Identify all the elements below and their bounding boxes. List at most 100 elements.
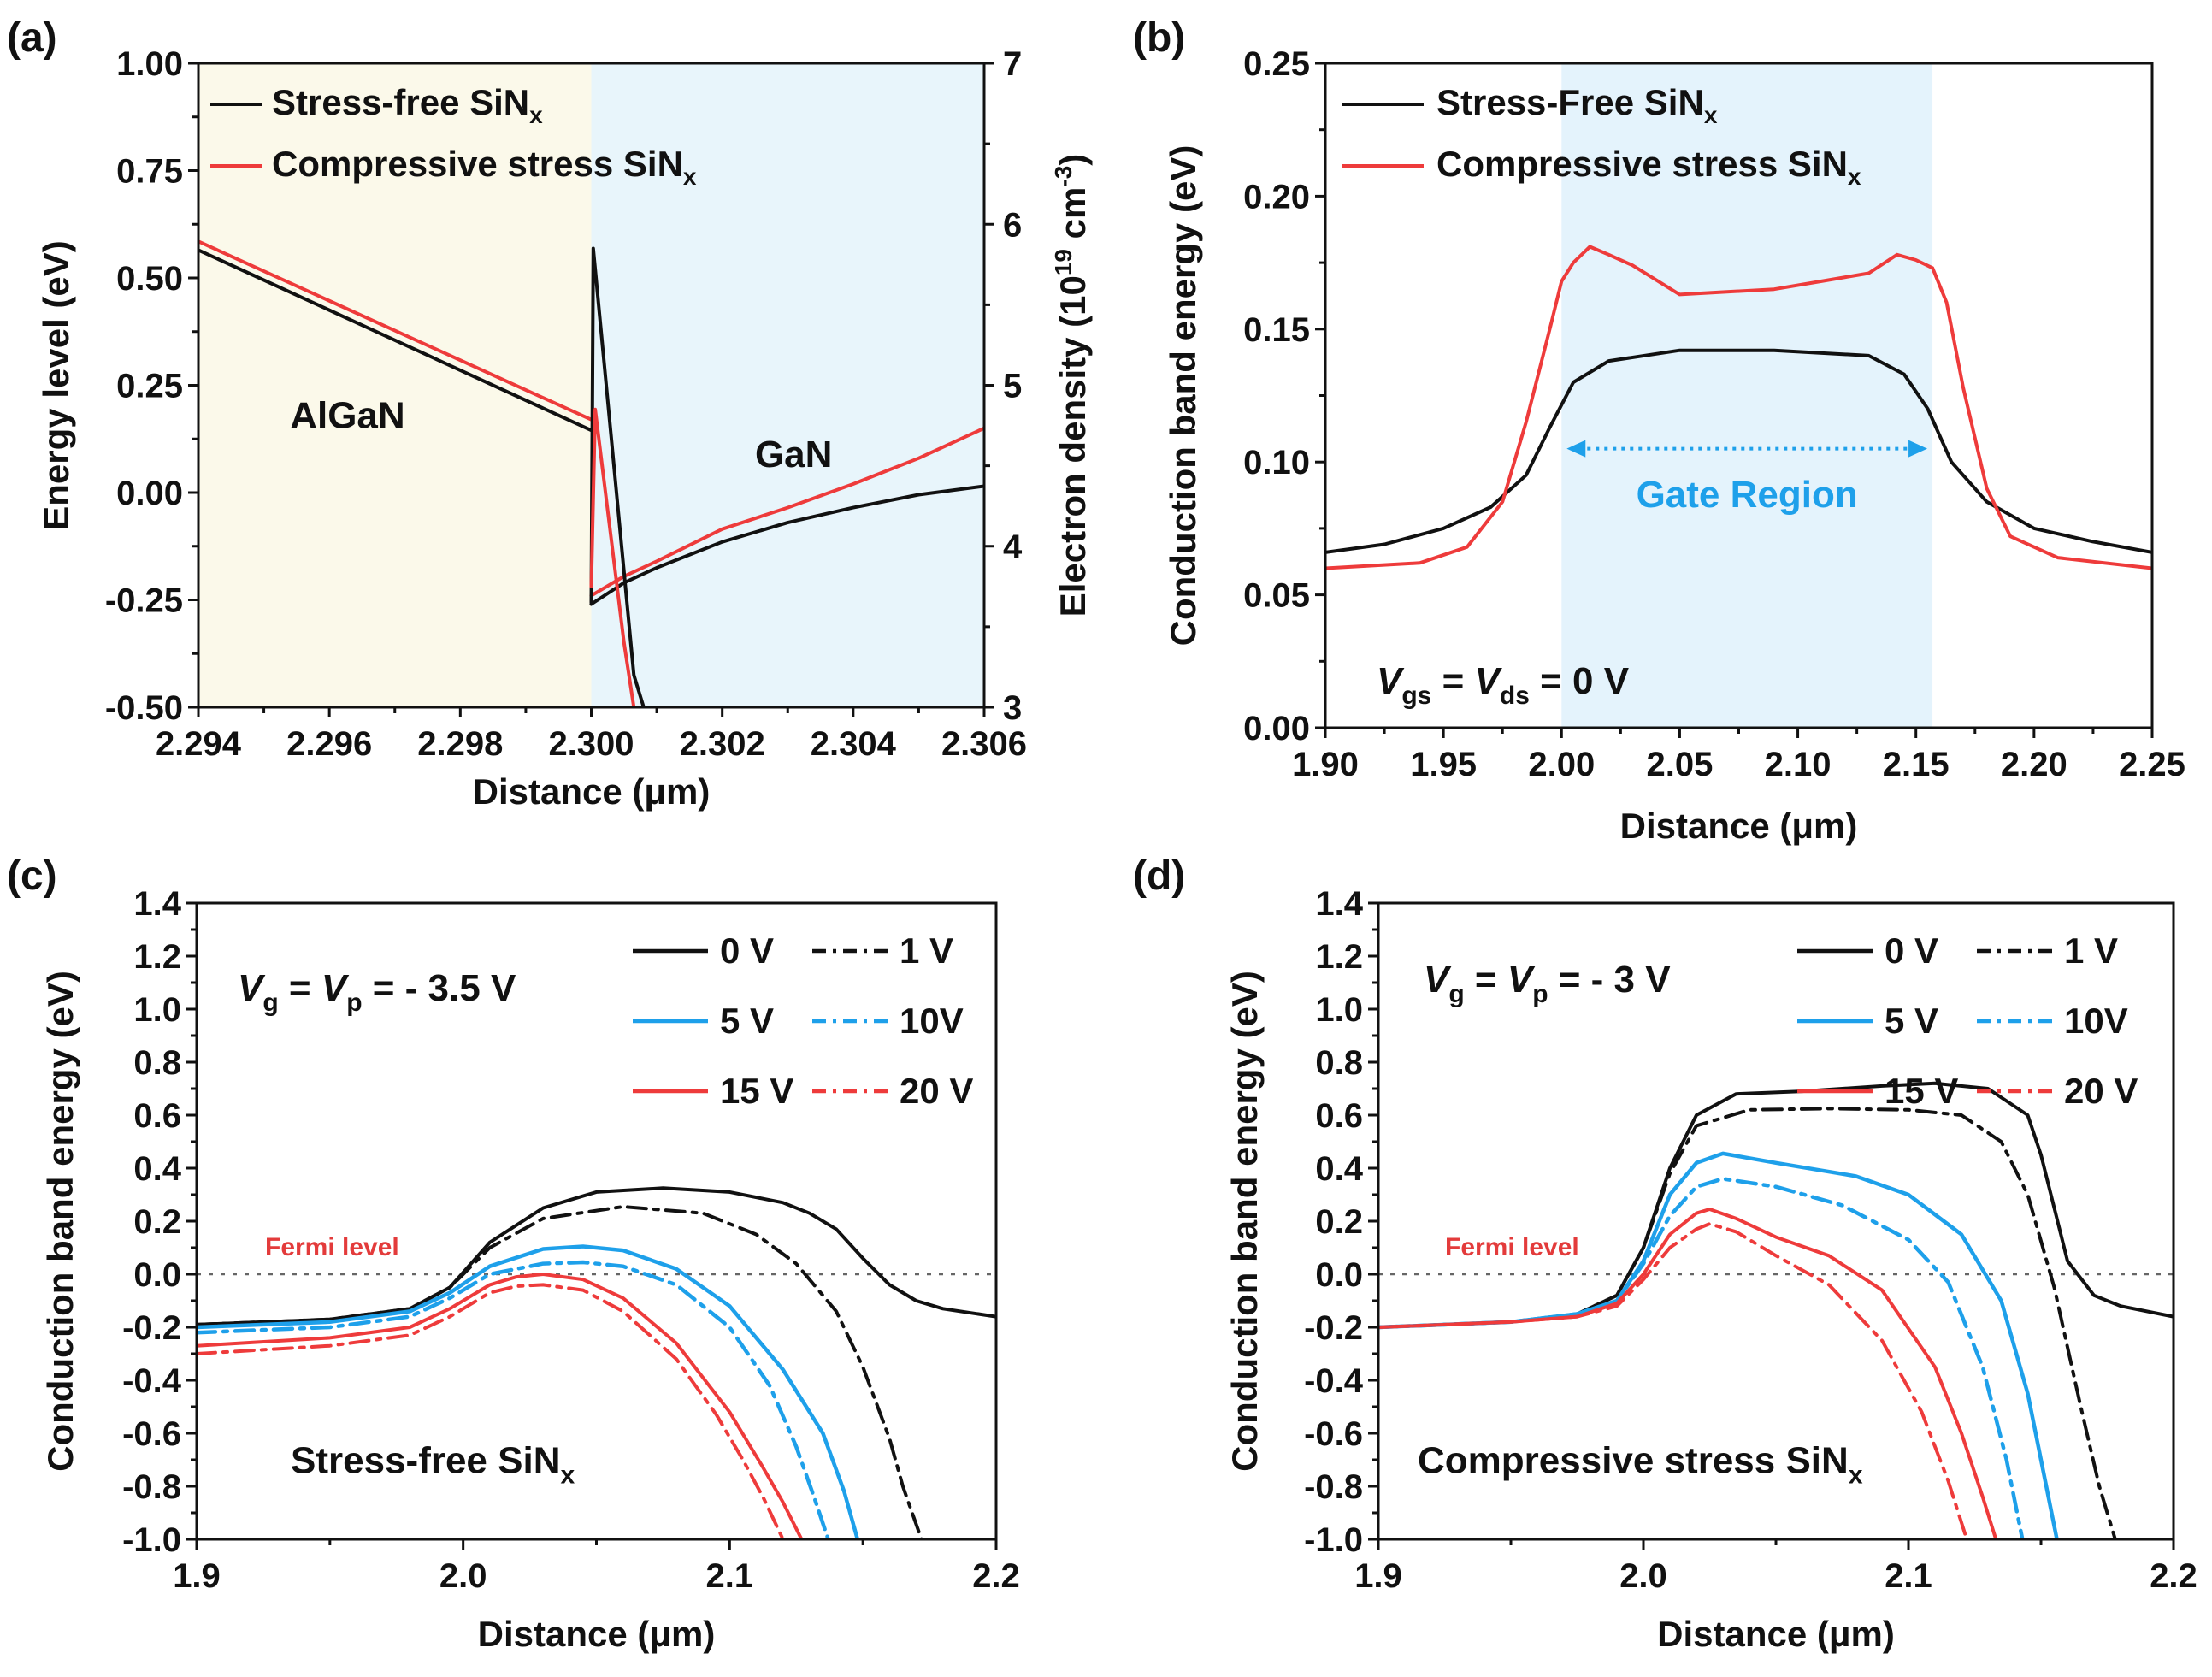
y-tick-label-d-12: 1.4: [1315, 885, 1363, 923]
y2-tick-label-3: 6: [1003, 206, 1022, 244]
y-tick-label-b-0: 0.00: [1243, 710, 1310, 747]
y2-title-sup: -3: [1050, 166, 1077, 187]
annot-part: =: [1465, 959, 1507, 1001]
material-label-sub: x: [560, 1461, 575, 1490]
legend-text: Stress-free SiN: [272, 82, 529, 122]
series-group-a: [198, 239, 984, 707]
series-group-d: [1378, 1081, 2174, 1539]
y-tick-label-d-4: -0.2: [1304, 1309, 1363, 1347]
y-tick-label-d-5: 0.0: [1315, 1256, 1363, 1294]
region-label-algan: AlGaN: [290, 395, 404, 437]
voltage-annotation-c: Vg = Vp = - 3.5 V: [238, 967, 516, 1017]
series-line-a-1: [589, 484, 984, 606]
annot-var: V: [1424, 959, 1452, 1001]
x-tick-label-b-3: 2.05: [1646, 746, 1713, 783]
x-tick-label-b-4: 2.10: [1765, 746, 1832, 783]
x-axis-title-b: Distance (μm): [1620, 806, 1858, 846]
annot-sub: g: [262, 989, 278, 1017]
y-tick-label-b-5: 0.25: [1243, 45, 1310, 83]
x-tick-label-b-7: 2.25: [2119, 746, 2185, 783]
x-tick-label-b-1: 1.95: [1410, 746, 1477, 783]
material-label-sub: x: [1849, 1461, 1863, 1490]
legend-label-d-1: 1 V: [2064, 930, 2118, 971]
series-line-c-4: [197, 1273, 804, 1539]
y-tick-label-b-3: 0.15: [1243, 311, 1310, 349]
y2-title-part: cm: [1053, 187, 1093, 249]
y2-tick-label-2: 5: [1003, 368, 1022, 405]
annot-var: V: [1475, 660, 1503, 702]
legend-sub: x: [529, 102, 543, 128]
x-tick-label-c-1: 2.0: [439, 1557, 487, 1595]
series-line-c-3: [197, 1260, 830, 1539]
x-tick-label-b-2: 2.00: [1528, 746, 1595, 783]
legend-label-a-1: Compressive stress SiNx: [272, 144, 697, 190]
series-line-a-5: [589, 407, 636, 707]
legend-label-c-0: 0 V: [720, 930, 774, 971]
y-tick-label-b-4: 0.20: [1243, 178, 1310, 216]
y-tick-label-a-5: 0.75: [116, 153, 183, 191]
y2-axis-title: Electron density (1019 cm-3): [1050, 154, 1093, 617]
panel-c: 1.9 2.0 2.1 2.2 -1.0 -0.8 -0.6 -0.4 -0.2 0.0 0.2 0.…: [7, 853, 1020, 1654]
y-tick-label-c-11: 1.2: [133, 938, 181, 976]
legend-label-d-0: 0 V: [1885, 930, 1938, 971]
region-gan-bg: [591, 63, 984, 707]
y2-tick-label-4: 7: [1003, 45, 1022, 83]
y-tick-label-b-1: 0.05: [1243, 577, 1310, 615]
y-tick-label-d-7: 0.4: [1315, 1150, 1363, 1188]
y-tick-label-c-8: 0.6: [133, 1097, 181, 1135]
x-tick-label-a-1: 2.296: [286, 725, 372, 763]
legend-text: Compressive stress SiN: [1436, 144, 1848, 184]
legend-sub: x: [1704, 102, 1718, 128]
annot-sub: gs: [1401, 682, 1431, 710]
y-tick-label-d-3: -0.4: [1304, 1362, 1364, 1400]
legend-label-c-2: 5 V: [720, 1001, 774, 1041]
y-axis-title-b: Conduction band energy (eV): [1163, 145, 1203, 647]
panel-label-d: (d): [1133, 853, 1185, 899]
region-algan-bg: [198, 63, 592, 707]
x-tick-label-c-3: 2.2: [972, 1557, 1020, 1595]
annot-sub: p: [346, 989, 362, 1017]
y-tick-label-d-10: 1.0: [1315, 991, 1363, 1029]
annot-var: V: [321, 967, 350, 1009]
panel-label-c: (c): [7, 853, 57, 899]
series-line-a-2: [198, 239, 593, 422]
annot-var: V: [238, 967, 266, 1009]
y-tick-label-c-0: -1.0: [122, 1521, 181, 1559]
legend-label-c-5: 20 V: [900, 1071, 973, 1111]
y2-tick-label-1: 4: [1003, 528, 1023, 566]
material-label-text: Stress-free SiN: [291, 1440, 560, 1482]
y-tick-label-a-2: 0.00: [116, 475, 183, 512]
gate-region-bg: [1561, 63, 1933, 728]
y2-title-part: ): [1053, 154, 1093, 166]
annot-part: =: [279, 967, 321, 1009]
series-group-c: [197, 1186, 996, 1539]
series-line-c-2: [197, 1244, 860, 1539]
x-tick-label-b-5: 2.15: [1883, 746, 1950, 783]
panel-d: 1.9 2.0 2.1 2.2 -1.0 -0.8 -0.6 -0.4 -0.2 0.0 0.2 0.…: [1133, 853, 2197, 1654]
y-tick-label-b-2: 0.10: [1243, 444, 1310, 481]
annot-sub: p: [1532, 980, 1548, 1008]
x-tick-label-d-3: 2.2: [2150, 1557, 2197, 1595]
material-label-d: Compressive stress SiNx: [1418, 1440, 1863, 1490]
legend-label-c-3: 10V: [900, 1001, 964, 1041]
y-axis-title-d: Conduction band energy (eV): [1224, 971, 1265, 1472]
fermi-level-label-d: Fermi level: [1445, 1233, 1579, 1261]
gate-region-arrowhead-left: [1566, 440, 1586, 458]
series-line-d-0: [1378, 1081, 2174, 1329]
y-axis-title-a: Energy level (eV): [36, 240, 76, 529]
x-tick-label-c-0: 1.9: [173, 1557, 221, 1595]
series-line-a-4: [589, 246, 646, 707]
series-line-d-1: [1378, 1107, 2117, 1539]
y-tick-label-c-12: 1.4: [133, 885, 181, 923]
series-line-c-1: [197, 1205, 923, 1539]
series-line-c-5: [197, 1283, 785, 1539]
panel-b: 1.90 1.95 2.00 2.05 2.10 2.15 2.20 2.25 0.00 0.05…: [1133, 15, 2185, 846]
y-tick-label-d-2: -0.6: [1304, 1415, 1363, 1453]
annot-part: = - 3 V: [1548, 959, 1672, 1001]
y-tick-label-d-0: -1.0: [1304, 1521, 1363, 1559]
y-tick-label-c-2: -0.6: [122, 1415, 181, 1453]
y-axis-title-c: Conduction band energy (eV): [40, 971, 80, 1472]
legend-label-d-2: 5 V: [1885, 1001, 1938, 1041]
x-tick-label-a-3: 2.300: [548, 725, 634, 763]
